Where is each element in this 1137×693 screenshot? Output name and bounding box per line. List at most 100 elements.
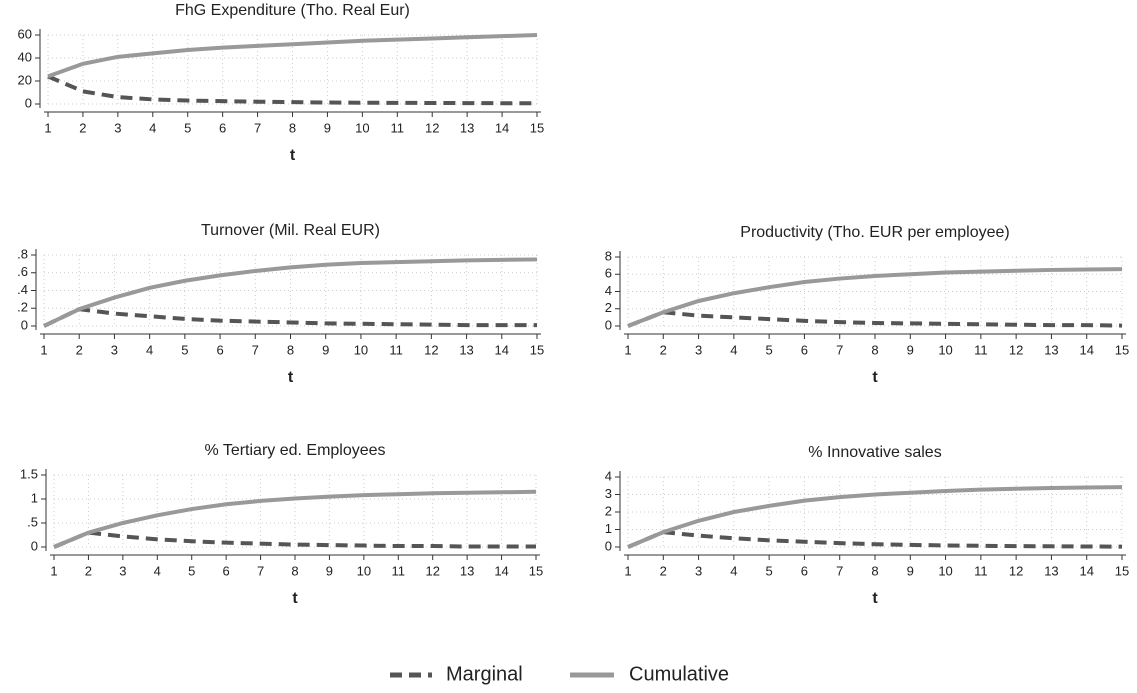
series-line xyxy=(627,267,1123,328)
series-line xyxy=(43,257,538,328)
x-tick-label: 8 xyxy=(287,342,294,357)
y-tick-label: .4 xyxy=(17,282,28,297)
series-line xyxy=(43,307,537,328)
x-tick-label: 10 xyxy=(938,342,952,357)
x-tick-label: 8 xyxy=(289,120,296,135)
x-tick-label: 4 xyxy=(146,342,153,357)
x-tick-label: 1 xyxy=(624,342,631,357)
panel-title: % Tertiary ed. Employees xyxy=(204,442,385,459)
x-tick-label: 4 xyxy=(149,120,156,135)
y-tick-label: 0 xyxy=(21,317,28,332)
x-axis-label: t xyxy=(292,590,298,607)
x-axis-label: t xyxy=(872,369,878,386)
x-tick-label: 15 xyxy=(529,563,543,578)
x-tick-label: 15 xyxy=(1115,342,1129,357)
x-tick-label: 3 xyxy=(114,120,121,135)
x-axis-label: t xyxy=(288,369,294,386)
y-tick-label: 3 xyxy=(605,486,612,501)
y-tick-label: 4 xyxy=(605,468,612,483)
x-tick-label: 2 xyxy=(660,342,667,357)
y-tick-label: 2 xyxy=(605,503,612,518)
y-tick-label: 1 xyxy=(605,521,612,536)
x-tick-label: 5 xyxy=(188,563,195,578)
x-tick-label: 11 xyxy=(974,342,988,357)
legend-label: Marginal xyxy=(446,663,523,685)
x-tick-label: 1 xyxy=(50,563,57,578)
y-tick-label: 40 xyxy=(18,49,32,64)
x-tick-label: 13 xyxy=(459,342,473,357)
x-tick-label: 15 xyxy=(530,120,544,135)
x-tick-label: 2 xyxy=(660,563,667,578)
x-tick-label: 4 xyxy=(730,563,737,578)
y-tick-label: .5 xyxy=(27,514,38,529)
x-tick-label: 5 xyxy=(766,563,773,578)
x-tick-label: 14 xyxy=(1079,342,1093,357)
x-tick-label: 12 xyxy=(425,563,439,578)
y-tick-label: 1 xyxy=(31,490,38,505)
x-tick-label: 12 xyxy=(424,342,438,357)
x-tick-label: 10 xyxy=(354,342,368,357)
x-tick-label: 10 xyxy=(357,563,371,578)
x-tick-label: 6 xyxy=(801,563,808,578)
x-tick-label: 4 xyxy=(730,342,737,357)
panel-title: FhG Expenditure (Tho. Real Eur) xyxy=(175,2,410,19)
x-tick-label: 13 xyxy=(1044,342,1058,357)
x-tick-label: 1 xyxy=(44,120,51,135)
x-tick-label: 2 xyxy=(85,563,92,578)
x-tick-label: 15 xyxy=(530,342,544,357)
x-tick-label: 11 xyxy=(392,563,406,578)
x-tick-label: 6 xyxy=(801,342,808,357)
x-tick-label: 14 xyxy=(495,342,509,357)
x-tick-label: 3 xyxy=(111,342,118,357)
x-tick-label: 13 xyxy=(460,120,474,135)
x-tick-label: 5 xyxy=(181,342,188,357)
y-tick-label: 0 xyxy=(605,538,612,553)
y-tick-label: 8 xyxy=(605,248,612,263)
x-tick-label: 14 xyxy=(494,563,508,578)
x-tick-label: 7 xyxy=(254,120,261,135)
x-tick-label: 7 xyxy=(836,563,843,578)
x-tick-label: 12 xyxy=(1009,342,1023,357)
x-axis-label: t xyxy=(872,590,878,607)
series-line xyxy=(627,530,1123,549)
x-tick-label: 5 xyxy=(184,120,191,135)
y-tick-label: 0 xyxy=(605,317,612,332)
panel-title: Productivity (Tho. EUR per employee) xyxy=(740,224,1009,241)
y-tick-label: 4 xyxy=(605,283,612,298)
x-tick-label: 9 xyxy=(326,563,333,578)
panel-title: % Innovative sales xyxy=(808,444,941,461)
x-tick-label: 10 xyxy=(938,563,952,578)
x-tick-label: 7 xyxy=(836,342,843,357)
series-line xyxy=(47,74,538,106)
x-tick-label: 12 xyxy=(1009,563,1023,578)
x-tick-label: 11 xyxy=(389,342,403,357)
x-tick-label: 9 xyxy=(322,342,329,357)
x-tick-label: 7 xyxy=(257,563,264,578)
panel-title: Turnover (Mil. Real EUR) xyxy=(201,222,380,239)
y-tick-label: 20 xyxy=(18,72,32,87)
x-tick-label: 10 xyxy=(355,120,369,135)
y-tick-label: 0 xyxy=(31,538,38,553)
x-tick-label: 4 xyxy=(154,563,161,578)
y-tick-label: .8 xyxy=(17,246,28,261)
x-tick-label: 6 xyxy=(216,342,223,357)
x-tick-label: 13 xyxy=(1044,563,1058,578)
x-tick-label: 14 xyxy=(495,120,509,135)
x-tick-label: 2 xyxy=(76,342,83,357)
y-tick-label: 2 xyxy=(605,300,612,315)
x-tick-label: 1 xyxy=(40,342,47,357)
x-tick-label: 6 xyxy=(219,120,226,135)
x-tick-label: 2 xyxy=(79,120,86,135)
x-tick-label: 9 xyxy=(324,120,331,135)
series-line xyxy=(627,485,1123,549)
x-tick-label: 8 xyxy=(291,563,298,578)
x-axis-label: t xyxy=(290,147,296,164)
series-line xyxy=(47,33,538,79)
x-tick-label: 12 xyxy=(425,120,439,135)
x-tick-label: 11 xyxy=(391,120,405,135)
y-tick-label: 60 xyxy=(18,26,32,41)
x-tick-label: 5 xyxy=(766,342,773,357)
x-tick-label: 9 xyxy=(907,342,914,357)
